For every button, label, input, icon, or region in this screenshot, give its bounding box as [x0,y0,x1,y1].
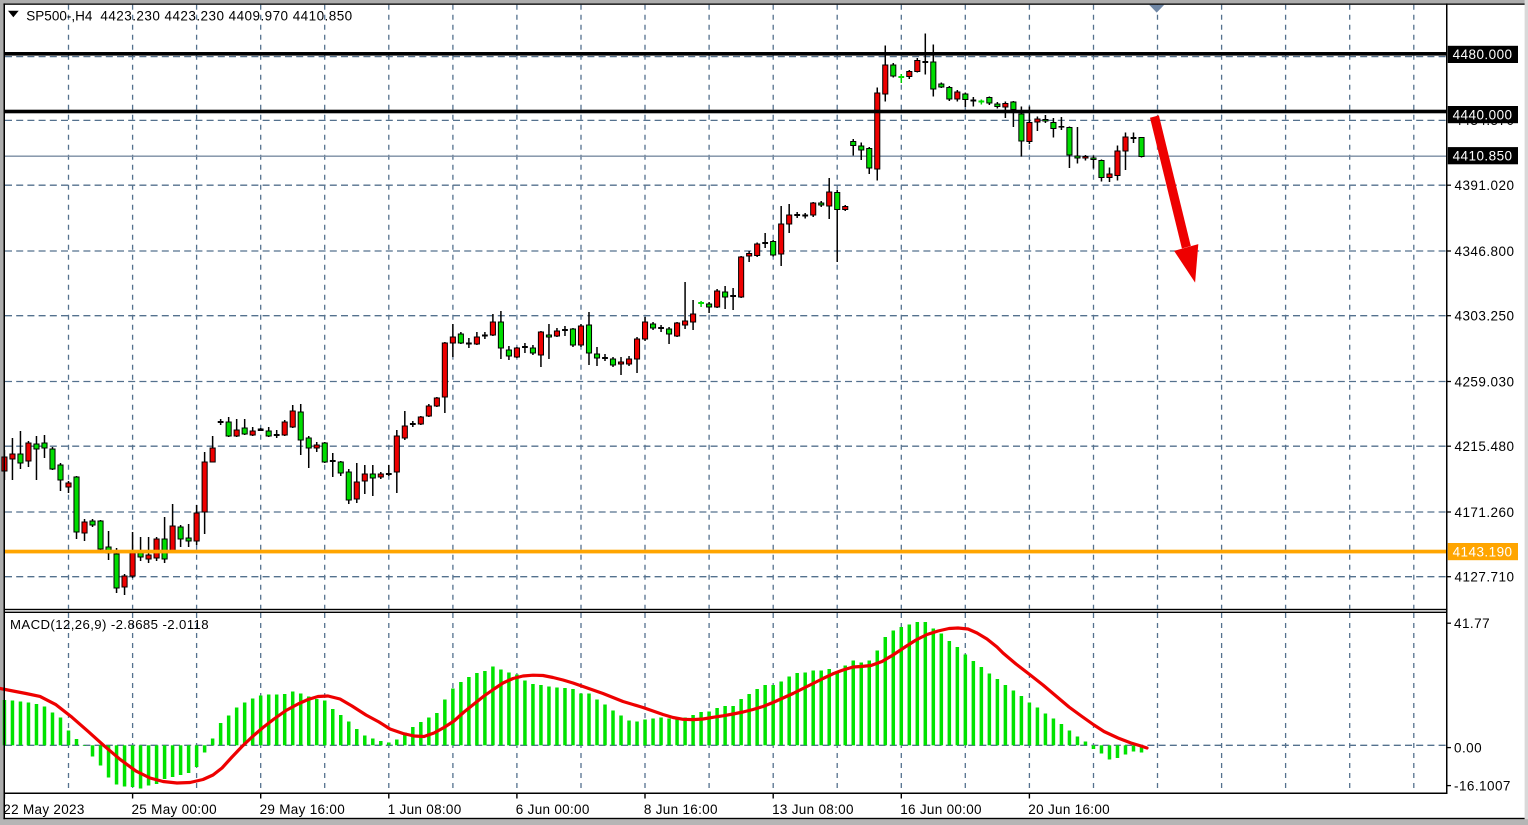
svg-text:4171.260: 4171.260 [1455,505,1515,520]
svg-text:6 Jun 00:00: 6 Jun 00:00 [516,802,590,817]
svg-text:SP500-,H4: SP500-,H4 [26,9,93,24]
svg-text:-16.1007: -16.1007 [1454,778,1511,793]
svg-text:4259.030: 4259.030 [1455,374,1515,389]
svg-text:8 Jun 16:00: 8 Jun 16:00 [644,802,718,817]
svg-text:22 May 2023: 22 May 2023 [3,802,84,817]
svg-text:4440.000: 4440.000 [1453,107,1513,122]
svg-text:0.00: 0.00 [1454,740,1482,755]
svg-text:4143.190: 4143.190 [1453,544,1513,559]
svg-text:1 Jun 08:00: 1 Jun 08:00 [388,802,462,817]
svg-text:MACD(12,26,9) -2.8685 -2.0118: MACD(12,26,9) -2.8685 -2.0118 [10,617,209,632]
svg-text:4391.020: 4391.020 [1455,178,1515,193]
svg-text:29 May 16:00: 29 May 16:00 [260,802,345,817]
svg-text:20 Jun 16:00: 20 Jun 16:00 [1028,802,1110,817]
svg-text:4480.000: 4480.000 [1453,47,1513,62]
svg-text:4215.480: 4215.480 [1455,439,1515,454]
svg-text:13 Jun 08:00: 13 Jun 08:00 [772,802,854,817]
svg-text:16 Jun 00:00: 16 Jun 00:00 [900,802,982,817]
svg-text:4423.230 4423.230 4409.970 441: 4423.230 4423.230 4409.970 4410.850 [100,9,352,24]
svg-text:41.77: 41.77 [1454,616,1490,631]
svg-text:25 May 00:00: 25 May 00:00 [132,802,217,817]
svg-text:4346.800: 4346.800 [1455,244,1515,259]
svg-text:4127.710: 4127.710 [1455,570,1515,585]
svg-text:4303.250: 4303.250 [1455,309,1515,324]
svg-text:4410.850: 4410.850 [1453,149,1513,164]
